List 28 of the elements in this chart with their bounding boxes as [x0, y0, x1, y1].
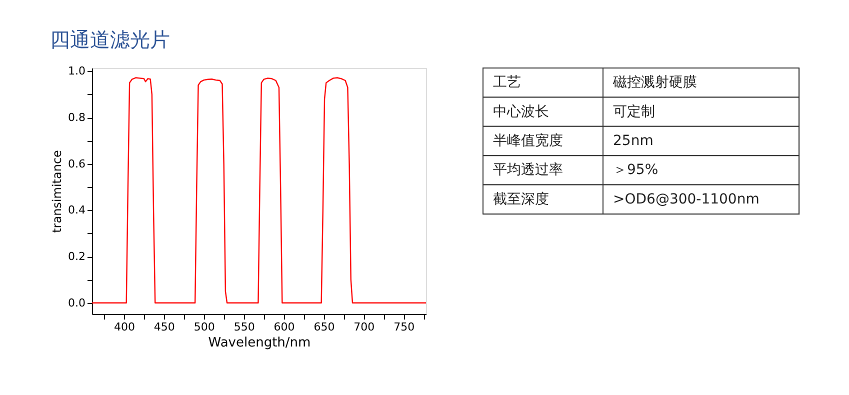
- x-axis-title: Wavelength/nm: [208, 336, 311, 350]
- y-tick-label: 0.8: [68, 111, 86, 124]
- x-tick-label: 500: [194, 320, 215, 334]
- x-tick-label: 450: [154, 320, 175, 334]
- x-tick-label: 700: [354, 320, 375, 334]
- text: >OD6@300-1100nm: [613, 191, 760, 208]
- x-tick-label: 550: [234, 320, 255, 334]
- text: 截至深度: [493, 191, 549, 208]
- text: 半峰值宽度: [493, 133, 563, 149]
- y-tick-label: 1.0: [68, 64, 86, 78]
- text: 平均透过率: [493, 162, 563, 178]
- y-tick-label: 0.6: [68, 157, 86, 170]
- x-tick-label: 400: [114, 320, 135, 334]
- line-series: [92, 77, 426, 304]
- y-axis-title: transimitance: [50, 150, 64, 233]
- x-tick-label: 600: [274, 320, 295, 334]
- x-tick-label: 750: [394, 320, 415, 334]
- y-tick-label: 0.4: [68, 204, 86, 217]
- chart-title: 四通道滤光片: [50, 28, 170, 52]
- y-tick-label: 0.0: [68, 296, 86, 310]
- y-tick-label: 0.2: [68, 250, 86, 264]
- text: ＞95%: [613, 162, 658, 178]
- text: 25nm: [613, 133, 654, 149]
- text: 工艺: [493, 74, 521, 91]
- x-tick-label: 650: [314, 320, 335, 334]
- text: 磁控溅射硬膜: [612, 74, 697, 91]
- text: 可定制: [613, 104, 655, 120]
- text: 中心波长: [493, 104, 549, 120]
